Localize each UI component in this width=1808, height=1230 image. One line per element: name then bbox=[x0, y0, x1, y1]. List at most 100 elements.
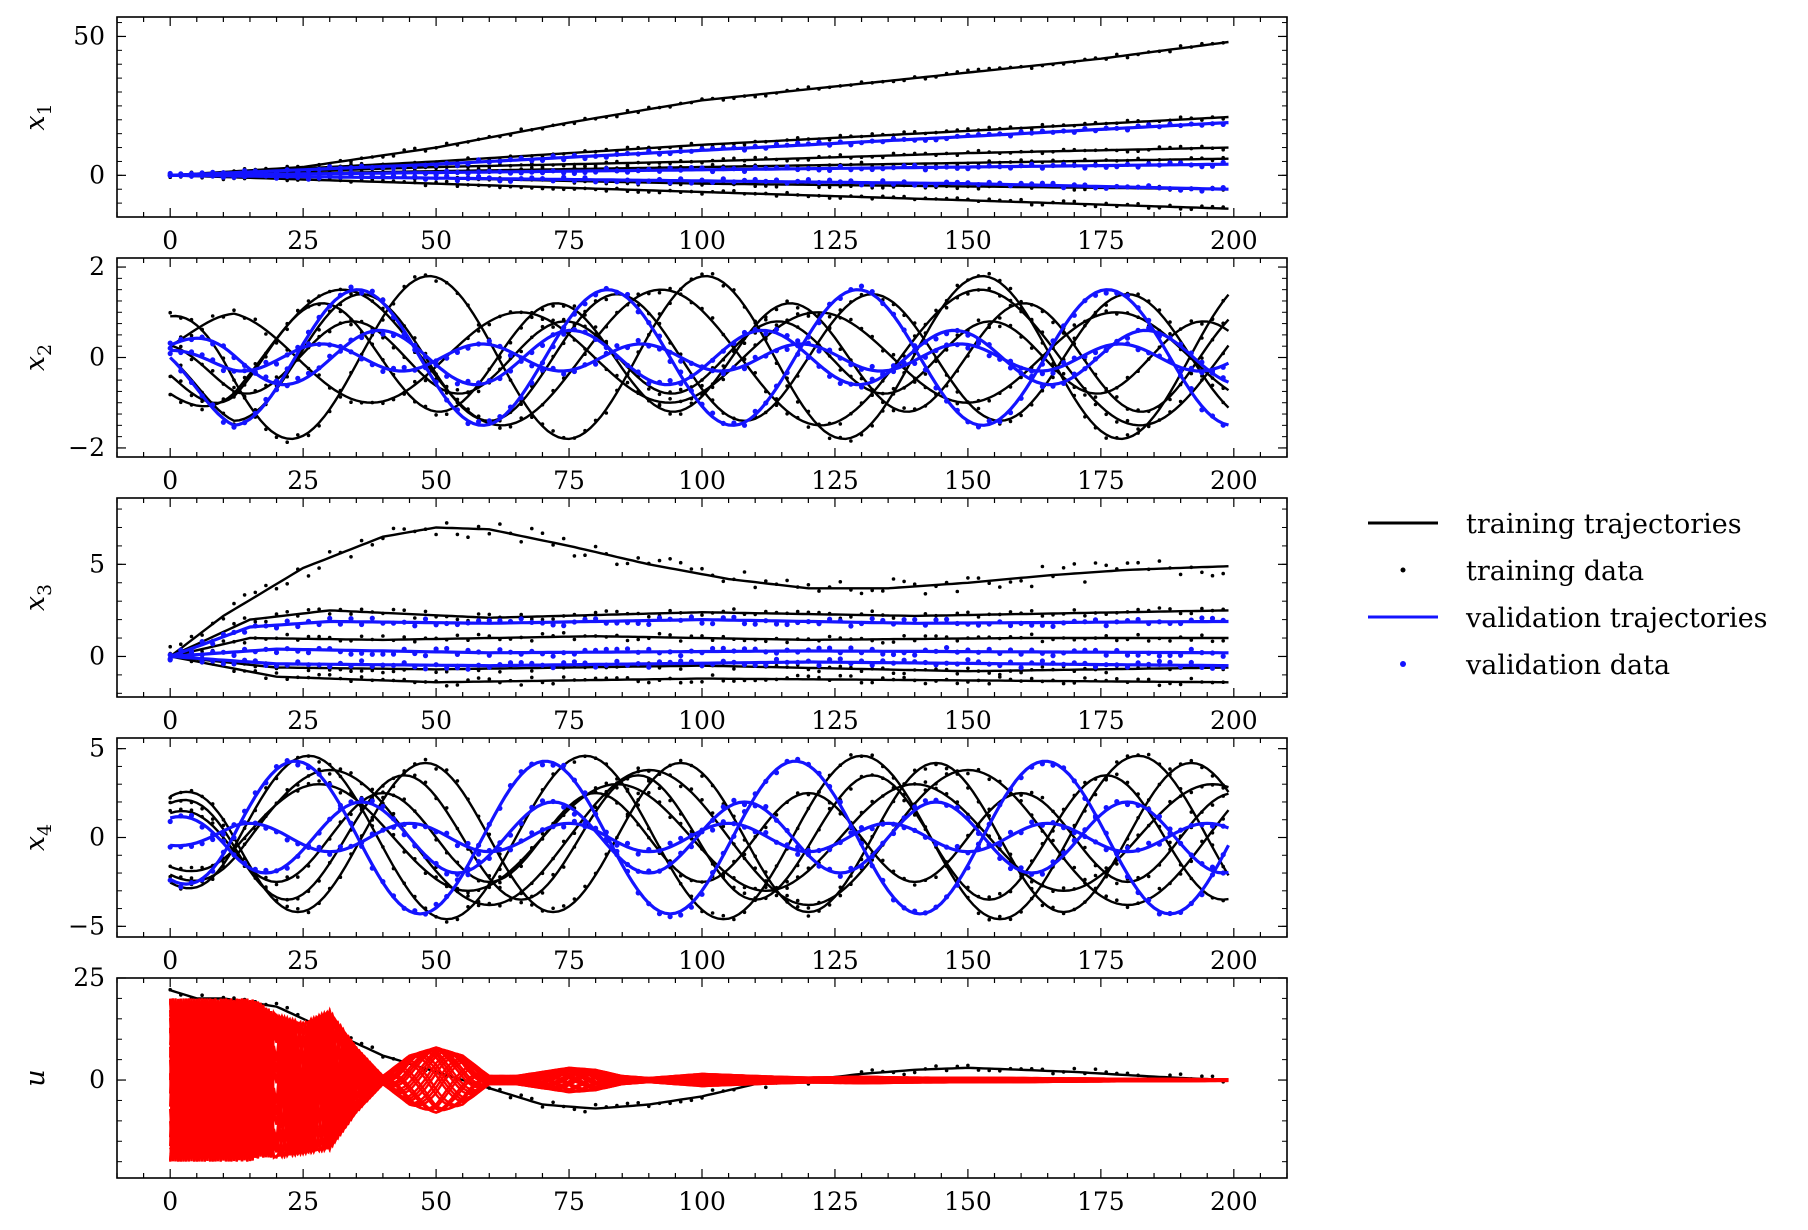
training-data-point bbox=[859, 680, 864, 685]
training-data-point bbox=[572, 845, 577, 849]
training-data-point bbox=[349, 852, 353, 856]
training-data-point bbox=[636, 822, 640, 827]
validation-data-point bbox=[1114, 851, 1120, 857]
training-data-point bbox=[795, 791, 800, 795]
validation-data-point bbox=[741, 422, 748, 428]
training-data-point bbox=[317, 767, 321, 772]
validation-data-point bbox=[997, 855, 1003, 862]
training-data-point bbox=[764, 184, 768, 188]
training-data-point bbox=[359, 156, 364, 160]
validation-data-point bbox=[433, 362, 439, 368]
training-data-point bbox=[1019, 197, 1023, 202]
training-data-point bbox=[1040, 341, 1045, 345]
training-data-point bbox=[849, 637, 853, 641]
training-data-point bbox=[668, 412, 672, 416]
validation-data-point bbox=[188, 173, 195, 179]
validation-data-point bbox=[178, 653, 184, 659]
validation-data-point bbox=[518, 155, 524, 161]
training-data-point bbox=[498, 875, 502, 879]
training-data-point bbox=[232, 378, 236, 382]
validation-data-point bbox=[1188, 121, 1194, 127]
training-data-point bbox=[1210, 680, 1215, 685]
training-data-point bbox=[647, 105, 651, 110]
validation-data-point bbox=[380, 620, 386, 626]
validation-data-point bbox=[603, 662, 609, 668]
validation-data-point bbox=[944, 645, 950, 651]
validation-data-point bbox=[1018, 129, 1024, 135]
validation-data-point bbox=[582, 301, 588, 307]
training-data-point bbox=[561, 810, 566, 815]
validation-data-point bbox=[741, 801, 748, 808]
validation-data-point bbox=[731, 648, 737, 654]
training-data-point bbox=[987, 323, 991, 327]
validation-data-point bbox=[571, 152, 578, 158]
validation-data-point bbox=[305, 650, 312, 656]
training-data-point bbox=[466, 336, 470, 341]
training-data-point bbox=[338, 321, 343, 326]
validation-data-point bbox=[1209, 121, 1216, 127]
training-data-point bbox=[349, 322, 353, 327]
validation-data-point bbox=[316, 662, 322, 668]
training-data-point bbox=[530, 415, 534, 420]
training-data-point bbox=[381, 178, 385, 183]
training-data-point bbox=[370, 787, 375, 792]
validation-data-point bbox=[624, 150, 631, 157]
training-data-point bbox=[881, 155, 885, 160]
validation-data-point bbox=[1146, 350, 1152, 356]
validation-data-point bbox=[997, 650, 1003, 657]
validation-data-point bbox=[284, 383, 290, 389]
validation-data-point bbox=[1178, 373, 1184, 379]
training-data-point bbox=[242, 641, 247, 645]
training-data-point bbox=[944, 860, 949, 864]
training-data-point bbox=[700, 1096, 704, 1100]
training-data-point bbox=[998, 391, 1002, 396]
validation-data-point bbox=[912, 162, 918, 168]
validation-data-point bbox=[1050, 660, 1056, 666]
validation-data-point bbox=[561, 623, 567, 629]
validation-data-point bbox=[476, 157, 482, 163]
training-data-point bbox=[317, 373, 321, 377]
training-data-point bbox=[838, 316, 843, 320]
training-data-point bbox=[678, 784, 683, 789]
training-data-point bbox=[934, 786, 938, 791]
validation-data-point bbox=[263, 374, 269, 380]
validation-data-point bbox=[1061, 765, 1067, 771]
training-data-point bbox=[1210, 376, 1215, 380]
validation-data-point bbox=[337, 806, 343, 812]
training-data-point bbox=[795, 826, 800, 831]
training-data-point bbox=[998, 198, 1002, 203]
training-data-point bbox=[455, 388, 460, 392]
training-data-point bbox=[1221, 898, 1225, 903]
validation-data-point bbox=[1156, 841, 1162, 847]
training-data-point bbox=[1200, 41, 1204, 46]
x-tick-label: 25 bbox=[287, 1187, 319, 1216]
validation-data-point bbox=[1220, 664, 1226, 670]
training-data-point bbox=[1093, 1067, 1098, 1071]
validation-data-point bbox=[869, 182, 875, 188]
training-data-point bbox=[381, 784, 385, 788]
validation-data-point bbox=[890, 651, 897, 658]
training-data-point bbox=[1125, 118, 1130, 123]
training-data-point bbox=[519, 326, 523, 330]
training-data-point bbox=[657, 321, 662, 326]
validation-data-point bbox=[752, 662, 758, 668]
validation-data-point bbox=[263, 825, 269, 831]
training-data-point bbox=[1029, 879, 1034, 884]
training-data-point bbox=[966, 278, 970, 282]
training-data-point bbox=[1093, 792, 1098, 797]
validation-data-point bbox=[1039, 761, 1045, 767]
validation-data-point bbox=[1007, 786, 1014, 792]
validation-data-point bbox=[337, 168, 343, 174]
validation-data-point bbox=[316, 166, 322, 172]
training-data-point bbox=[647, 161, 651, 166]
training-data-point bbox=[306, 754, 311, 758]
training-data-point bbox=[402, 677, 407, 682]
training-data-point bbox=[1178, 834, 1183, 838]
training-data-point bbox=[274, 435, 279, 440]
training-data-point bbox=[998, 672, 1002, 677]
training-data-point bbox=[1125, 610, 1130, 614]
training-data-point bbox=[1200, 144, 1204, 149]
training-data-point bbox=[955, 639, 960, 643]
